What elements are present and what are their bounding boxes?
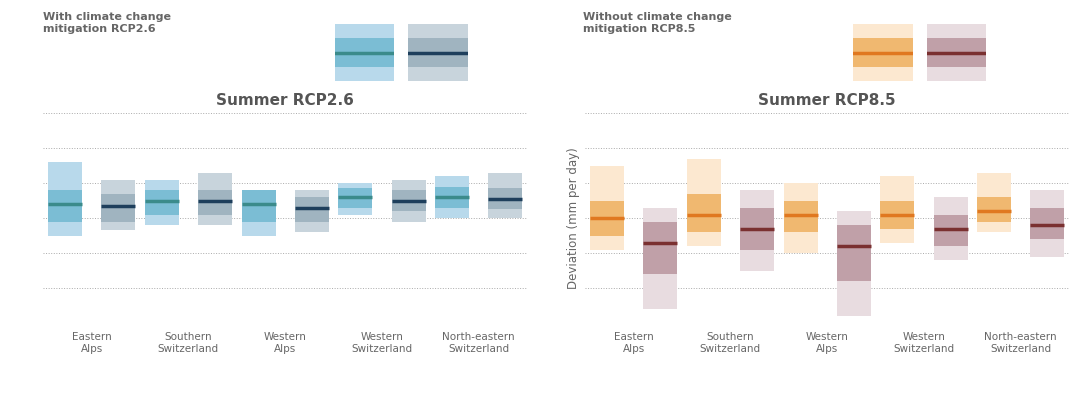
Text: Western
Switzerland: Western Switzerland [351,332,413,354]
Bar [784,201,818,232]
Bar [338,188,373,208]
Bar [740,208,774,250]
Bar [934,197,968,260]
Bar [435,176,469,218]
Bar [488,188,523,209]
Bar [48,162,82,236]
Text: Eastern
Alps: Eastern Alps [71,332,111,354]
Bar [880,176,915,243]
Text: Western
Alps: Western Alps [264,332,307,354]
Bar [198,173,232,225]
Text: Western
Switzerland: Western Switzerland [893,332,955,354]
Bar [687,159,720,246]
Bar [102,180,135,230]
Bar [335,38,394,67]
Bar [145,180,178,225]
Bar [590,201,624,236]
Bar [784,183,818,253]
Bar [295,190,328,232]
Bar [740,190,774,271]
Bar [392,190,426,211]
Title: Summer RCP2.6: Summer RCP2.6 [216,93,354,108]
Text: North-eastern
Switzerland: North-eastern Switzerland [985,332,1057,354]
Bar [1030,208,1065,239]
Text: With climate change
mitigation RCP2.6: With climate change mitigation RCP2.6 [43,12,172,34]
Bar [242,190,275,222]
Bar [198,190,232,215]
Bar [644,222,677,274]
Bar [295,197,328,222]
Bar [392,180,426,222]
Bar [102,194,135,222]
Bar [488,173,523,218]
Text: Western
Alps: Western Alps [806,332,849,354]
Text: Southern
Switzerland: Southern Switzerland [700,332,761,354]
Title: Summer RCP8.5: Summer RCP8.5 [758,93,896,108]
Bar [837,211,870,316]
Bar [644,208,677,309]
Bar [977,197,1011,222]
Text: Eastern
Alps: Eastern Alps [613,332,653,354]
Bar [145,190,178,215]
Text: Southern
Switzerland: Southern Switzerland [158,332,219,354]
Bar [48,190,82,222]
Bar [837,225,870,281]
Bar [408,38,468,67]
Text: Without climate change
mitigation RCP8.5: Without climate change mitigation RCP8.5 [583,12,732,34]
Bar [1030,190,1065,257]
Bar [977,173,1011,232]
Bar [590,166,624,250]
Bar [435,187,469,208]
Text: North-eastern
Switzerland: North-eastern Switzerland [443,332,515,354]
Bar [927,38,986,67]
Bar [934,215,968,246]
Bar [853,38,913,67]
Bar [687,194,720,232]
Bar [338,183,373,215]
Y-axis label: Deviation (mm per day): Deviation (mm per day) [567,147,580,289]
Bar [242,190,275,236]
Bar [880,201,915,229]
